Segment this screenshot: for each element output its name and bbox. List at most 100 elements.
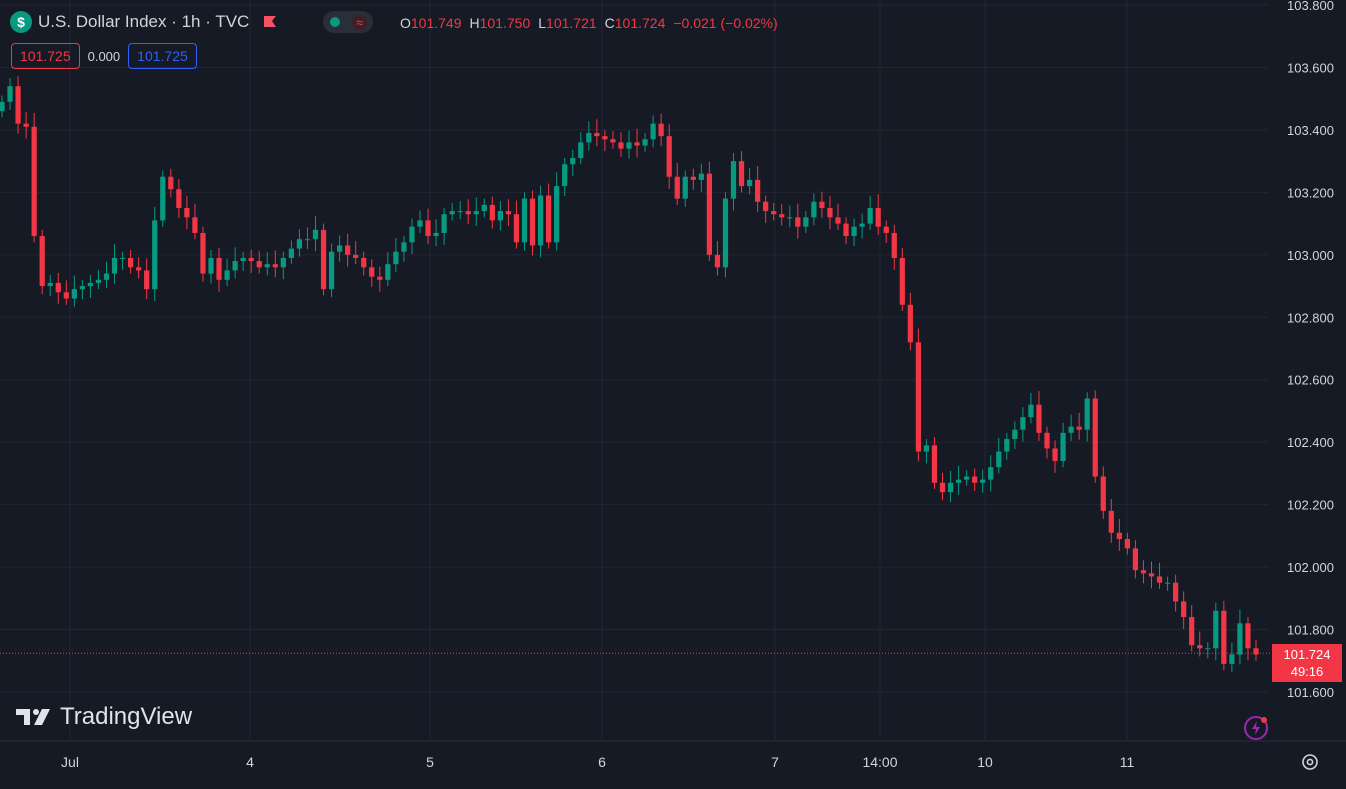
candle xyxy=(176,179,182,218)
candle-body xyxy=(706,173,712,255)
candle-body xyxy=(939,482,946,493)
candle-body xyxy=(594,133,600,137)
candle xyxy=(1213,602,1219,661)
candle xyxy=(296,229,303,257)
candle-body xyxy=(891,232,897,258)
y-tick-label: 101.600 xyxy=(1287,685,1334,700)
candle-body xyxy=(1237,623,1243,655)
candle-body xyxy=(465,211,471,215)
candle xyxy=(690,168,696,190)
candle-body xyxy=(232,261,238,271)
candle xyxy=(738,151,745,193)
candle xyxy=(377,266,383,292)
y-tick-label: 101.800 xyxy=(1287,623,1334,638)
candle xyxy=(111,244,118,284)
candle-body xyxy=(674,176,680,199)
candle xyxy=(1189,605,1195,652)
candle-body xyxy=(1253,648,1259,655)
y-tick-label: 103.200 xyxy=(1287,185,1334,200)
candle xyxy=(570,149,576,177)
candle xyxy=(47,274,53,297)
candle xyxy=(1156,562,1163,589)
candle xyxy=(473,197,479,227)
ohlc-key: C xyxy=(604,15,615,31)
candle-body xyxy=(200,232,206,274)
candle-body xyxy=(15,86,21,124)
wave-icon: ≈ xyxy=(351,14,368,30)
market-status-pill[interactable]: ≈ xyxy=(323,11,374,33)
settings-icon[interactable] xyxy=(1299,751,1321,773)
candle xyxy=(546,183,552,249)
candle-body xyxy=(602,136,608,140)
candle xyxy=(417,210,423,233)
ohlc-key: L xyxy=(538,15,547,31)
candle xyxy=(39,229,45,295)
candle-body xyxy=(192,217,198,233)
candle xyxy=(200,226,206,282)
candle xyxy=(787,205,793,228)
candle-body xyxy=(248,257,254,262)
candle xyxy=(996,437,1002,474)
candle-body xyxy=(256,261,262,268)
candle-body xyxy=(377,276,383,280)
candle xyxy=(87,274,94,298)
symbol-title[interactable]: U.S. Dollar Index · 1h · TVC xyxy=(38,12,250,31)
candle xyxy=(1148,561,1155,589)
candle-body xyxy=(369,267,375,277)
candle xyxy=(216,247,222,292)
candle-body xyxy=(1189,617,1195,646)
candle-body xyxy=(1084,398,1090,430)
candle xyxy=(433,219,439,247)
chart-grid xyxy=(0,0,1346,742)
candle-body xyxy=(184,207,190,218)
candle xyxy=(730,153,737,211)
candle-body xyxy=(980,479,986,483)
candle-body xyxy=(529,198,536,246)
spread-value: 0.000 xyxy=(87,48,121,64)
flag-icon[interactable] xyxy=(263,15,277,29)
candle xyxy=(353,241,359,265)
candle-body xyxy=(763,201,769,212)
candle xyxy=(280,251,286,280)
candle-body xyxy=(634,142,640,146)
bolt-icon[interactable] xyxy=(1243,715,1269,741)
candle-body xyxy=(771,211,777,215)
candle xyxy=(425,208,431,245)
candle xyxy=(103,261,110,288)
tradingview-logo[interactable]: TradingView xyxy=(16,703,192,731)
candle xyxy=(972,468,978,491)
candle xyxy=(578,132,584,165)
candle xyxy=(843,217,849,245)
symbol-header[interactable]: $ U.S. Dollar Index · 1h · TVC ≈ xyxy=(10,10,374,34)
ohlc-key: O xyxy=(400,15,411,31)
candle-body xyxy=(570,158,576,165)
buy-button[interactable]: 101.725 xyxy=(128,43,197,69)
candle-body xyxy=(160,176,166,221)
candle-body xyxy=(867,207,873,224)
candle xyxy=(256,251,262,274)
candle-body xyxy=(546,195,552,243)
y-tick-label: 102.600 xyxy=(1287,373,1334,388)
sell-button[interactable]: 101.725 xyxy=(11,43,80,69)
candle xyxy=(457,201,463,220)
candle-body xyxy=(578,142,584,159)
candle xyxy=(746,168,753,195)
candle xyxy=(964,470,970,486)
price-axis[interactable]: 103.800 103.600 103.400 103.200 103.000 102.8… xyxy=(1287,0,1334,700)
candle xyxy=(1140,560,1147,584)
candle-body xyxy=(947,482,954,493)
candle-body xyxy=(320,229,327,290)
candle-body xyxy=(859,223,865,227)
candle xyxy=(449,202,455,221)
candle-body xyxy=(345,245,351,255)
candle-body xyxy=(682,176,688,199)
candle xyxy=(192,203,198,240)
candle-body xyxy=(1004,439,1010,452)
y-tick-label: 103.400 xyxy=(1287,123,1334,138)
candle-body xyxy=(1012,429,1018,440)
candle-body xyxy=(907,304,913,343)
time-axis[interactable]: Jul 4 5 6 7 14:00 10 11 xyxy=(61,754,1134,770)
candle-body xyxy=(1173,582,1179,602)
candle xyxy=(1044,426,1050,459)
